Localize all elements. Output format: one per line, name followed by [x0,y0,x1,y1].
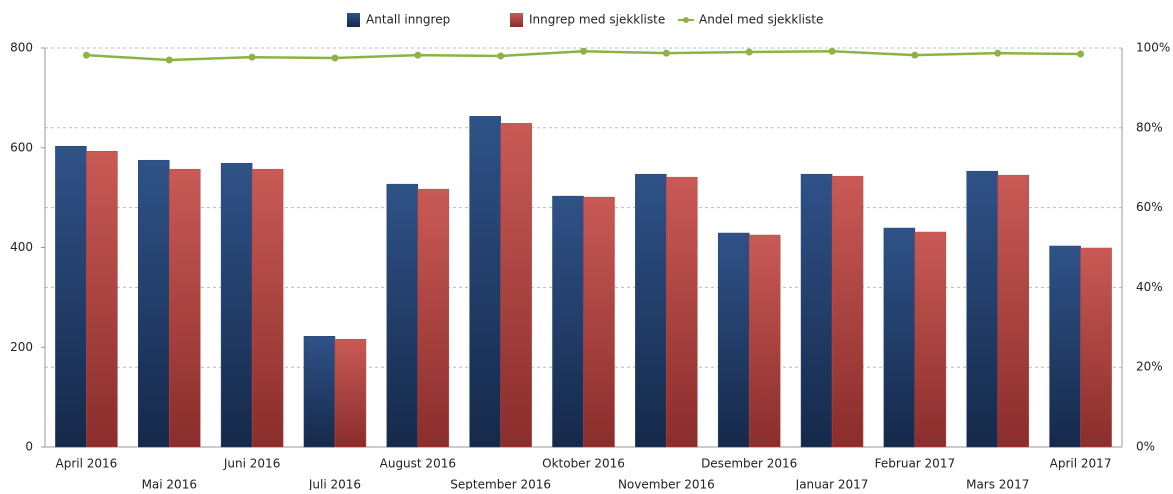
x-tick-label: April 2016 [56,457,118,471]
bar [86,150,118,448]
bar [997,174,1029,448]
bar [1080,247,1112,448]
line-point [745,48,753,56]
line-point [165,56,173,64]
line-point [580,47,587,55]
x-tick-label: November 2016 [618,478,715,491]
y2-tick-label: 0% [1136,440,1155,454]
x-tick-label: Februar 2017 [875,457,955,471]
line-point [662,49,670,57]
bar [800,173,833,448]
y2-tick-label: 20% [1136,360,1163,374]
line-point [331,54,339,62]
y2-tick-label: 80% [1136,120,1163,134]
x-tick-label: Januar 2017 [795,478,869,491]
line-point [248,53,256,61]
bar [334,339,367,448]
legend-marker [347,13,360,27]
x-tick-label: Mai 2016 [142,478,197,491]
bar [717,232,750,448]
y-tick-label: 400 [10,240,33,254]
bar [966,170,998,448]
y-tick-label: 200 [10,340,33,354]
bar [220,162,253,448]
line-point [994,49,1002,57]
y-tick-label: 600 [10,140,33,154]
bar [251,168,284,448]
bar [635,173,667,448]
line-point [82,51,90,59]
legend-label: Inngrep med sjekkliste [529,13,665,27]
bar [831,175,864,448]
legend-label: Andel med sjekkliste [699,13,823,27]
line-point [1077,50,1085,58]
bar [169,168,201,448]
x-tick-label: Oktober 2016 [542,457,625,471]
y2-tick-label: 60% [1136,200,1163,214]
x-tick-label: September 2016 [450,478,551,491]
y-tick-label: 0 [25,440,33,454]
y2-tick-label: 40% [1136,280,1163,294]
y2-tick-label: 100% [1136,41,1170,55]
bar [500,123,532,448]
x-tick-label: Mars 2017 [966,478,1029,491]
bar [138,159,170,448]
line-point [911,51,919,59]
line-point [828,47,836,55]
bar [1049,245,1081,448]
x-tick-label: Desember 2016 [701,457,797,471]
x-tick-label: Juni 2016 [223,457,280,471]
x-tick-label: April 2017 [1050,457,1112,471]
x-tick-label: August 2016 [380,457,456,471]
bar [386,183,419,448]
y-tick-label: 800 [10,41,33,55]
legend-marker [510,13,523,27]
bar [469,116,501,448]
x-tick-label: Juli 2016 [308,478,361,491]
line-point [497,52,505,60]
legend-label: Antall inngrep [366,13,450,27]
bar [748,234,781,448]
legend-marker [683,17,689,23]
bar [55,146,87,448]
line-point [414,51,422,59]
bar [666,176,698,448]
bar [914,231,947,448]
bar [303,336,336,448]
bar [883,227,916,448]
bar [583,196,615,448]
bar [417,188,450,448]
bar [552,195,584,448]
